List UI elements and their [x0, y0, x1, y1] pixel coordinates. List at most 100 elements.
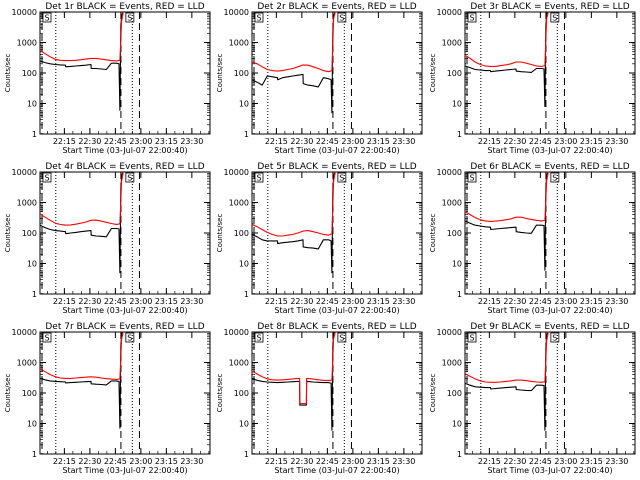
y-tick-label: 10000 — [224, 328, 249, 337]
x-tick-label: 23:15 — [367, 137, 390, 146]
x-tick-label: 22:45 — [316, 457, 339, 466]
x-tick-label: 23:00 — [554, 137, 577, 146]
y-tick-label: 1000 — [17, 39, 37, 48]
x-tick-label: 22:45 — [529, 137, 552, 146]
corner-label-right: S — [127, 334, 132, 343]
y-tick-label: 100 — [22, 229, 37, 238]
corner-label-right: S — [127, 174, 132, 183]
corner-label-left-box — [42, 332, 52, 343]
x-axis-label: Start Time (03-Jul-07 22:00:40) — [487, 466, 612, 475]
y-tick-label: 100 — [22, 69, 37, 78]
corner-label-right: S — [127, 14, 132, 23]
panel-4: Det 4r BLACK = Events, RED = LLD 1 10 100 10… — [4, 162, 211, 315]
x-tick-label: 23:15 — [155, 137, 178, 146]
corner-label-left-box — [254, 12, 264, 23]
corner-label-right-box — [550, 332, 560, 343]
y-axis-label: Counts/sec — [4, 374, 12, 413]
x-tick-label: 23:30 — [392, 297, 415, 306]
x-tick-label: 23:00 — [341, 457, 364, 466]
x-tick-label: 23:00 — [554, 297, 577, 306]
x-axis-label: Start Time (03-Jul-07 22:00:40) — [62, 146, 187, 155]
panel-title: Det 6r BLACK = Events, RED = LLD — [470, 162, 629, 172]
panel-title: Det 1r BLACK = Events, RED = LLD — [45, 2, 204, 12]
y-tick-label: 1 — [457, 290, 462, 299]
series-line-lld — [464, 331, 549, 383]
corner-label-left: S — [44, 334, 49, 343]
corner-label-right-box — [337, 332, 347, 343]
corner-label-right: S — [339, 14, 344, 23]
series-line-lld — [39, 331, 124, 380]
x-tick-label: 22:15 — [265, 297, 288, 306]
x-tick-label: 23:30 — [605, 297, 628, 306]
x-axis-label: Start Time (03-Jul-07 22:00:40) — [62, 306, 187, 315]
y-tick-label: 10 — [27, 260, 37, 269]
x-tick-label: 22:15 — [478, 137, 501, 146]
x-tick-label: 22:30 — [78, 297, 101, 306]
panel-title: Det 2r BLACK = Events, RED = LLD — [257, 2, 416, 12]
y-tick-label: 1000 — [17, 359, 37, 368]
x-tick-label: 22:45 — [104, 297, 127, 306]
corner-label-right-box — [337, 12, 347, 23]
y-axis-label: Counts/sec — [4, 214, 12, 253]
corner-label-left: S — [256, 174, 261, 183]
x-tick-label: 22:15 — [53, 137, 76, 146]
corner-label-right-box — [125, 332, 135, 343]
corner-label-right-box — [125, 172, 135, 183]
y-tick-label: 1000 — [442, 199, 462, 208]
y-tick-label: 1000 — [229, 359, 249, 368]
x-tick-label: 22:45 — [529, 457, 552, 466]
y-axis-label: Counts/sec — [216, 374, 224, 413]
y-tick-label: 100 — [234, 229, 249, 238]
corner-label-left: S — [44, 174, 49, 183]
corner-label-left: S — [256, 334, 261, 343]
y-tick-label: 1 — [457, 130, 462, 139]
panel-8: Det 8r BLACK = Events, RED = LLD 1 10 100 10… — [216, 322, 423, 475]
x-axis-label: Start Time (03-Jul-07 22:00:40) — [487, 306, 612, 315]
y-tick-label: 10000 — [224, 8, 249, 17]
x-tick-label: 23:15 — [580, 297, 603, 306]
y-tick-label: 10 — [239, 420, 249, 429]
plot-frame — [251, 11, 423, 135]
y-axis-label: Counts/sec — [216, 54, 224, 93]
x-tick-label: 23:15 — [580, 137, 603, 146]
series-line-events — [39, 11, 124, 111]
x-tick-label: 22:45 — [104, 457, 127, 466]
y-tick-label: 1000 — [17, 199, 37, 208]
plot-frame — [251, 171, 423, 295]
corner-label-left: S — [256, 14, 261, 23]
corner-label-right: S — [552, 14, 557, 23]
x-tick-label: 23:30 — [180, 457, 203, 466]
y-tick-label: 1000 — [442, 359, 462, 368]
series-line-events — [251, 331, 336, 431]
x-tick-label: 23:00 — [129, 137, 152, 146]
panel-title: Det 7r BLACK = Events, RED = LLD — [45, 322, 204, 332]
y-tick-label: 1000 — [229, 39, 249, 48]
x-axis-label: Start Time (03-Jul-07 22:00:40) — [274, 146, 399, 155]
x-tick-label: 22:30 — [503, 297, 526, 306]
x-tick-label: 22:30 — [78, 457, 101, 466]
y-tick-label: 1 — [244, 450, 249, 459]
x-tick-label: 23:00 — [554, 457, 577, 466]
series-line-lld — [464, 11, 549, 67]
corner-label-left-box — [254, 332, 264, 343]
y-tick-label: 10 — [239, 260, 249, 269]
x-tick-label: 23:30 — [392, 457, 415, 466]
panel-title: Det 8r BLACK = Events, RED = LLD — [257, 322, 416, 332]
x-axis-label: Start Time (03-Jul-07 22:00:40) — [274, 306, 399, 315]
x-tick-label: 23:00 — [341, 137, 364, 146]
series-line-lld — [251, 11, 336, 73]
corner-label-right: S — [339, 174, 344, 183]
x-tick-label: 23:00 — [129, 297, 152, 306]
y-tick-label: 10000 — [224, 168, 249, 177]
x-tick-label: 22:30 — [290, 137, 313, 146]
x-tick-label: 23:15 — [155, 457, 178, 466]
x-tick-label: 23:30 — [180, 137, 203, 146]
corner-label-left-box — [467, 172, 477, 183]
panel-title: Det 9r BLACK = Events, RED = LLD — [470, 322, 629, 332]
x-axis-label: Start Time (03-Jul-07 22:00:40) — [487, 146, 612, 155]
x-tick-label: 23:30 — [180, 297, 203, 306]
x-tick-label: 23:15 — [367, 297, 390, 306]
corner-label-right-box — [337, 172, 347, 183]
x-tick-label: 23:15 — [580, 457, 603, 466]
corner-label-left-box — [467, 12, 477, 23]
